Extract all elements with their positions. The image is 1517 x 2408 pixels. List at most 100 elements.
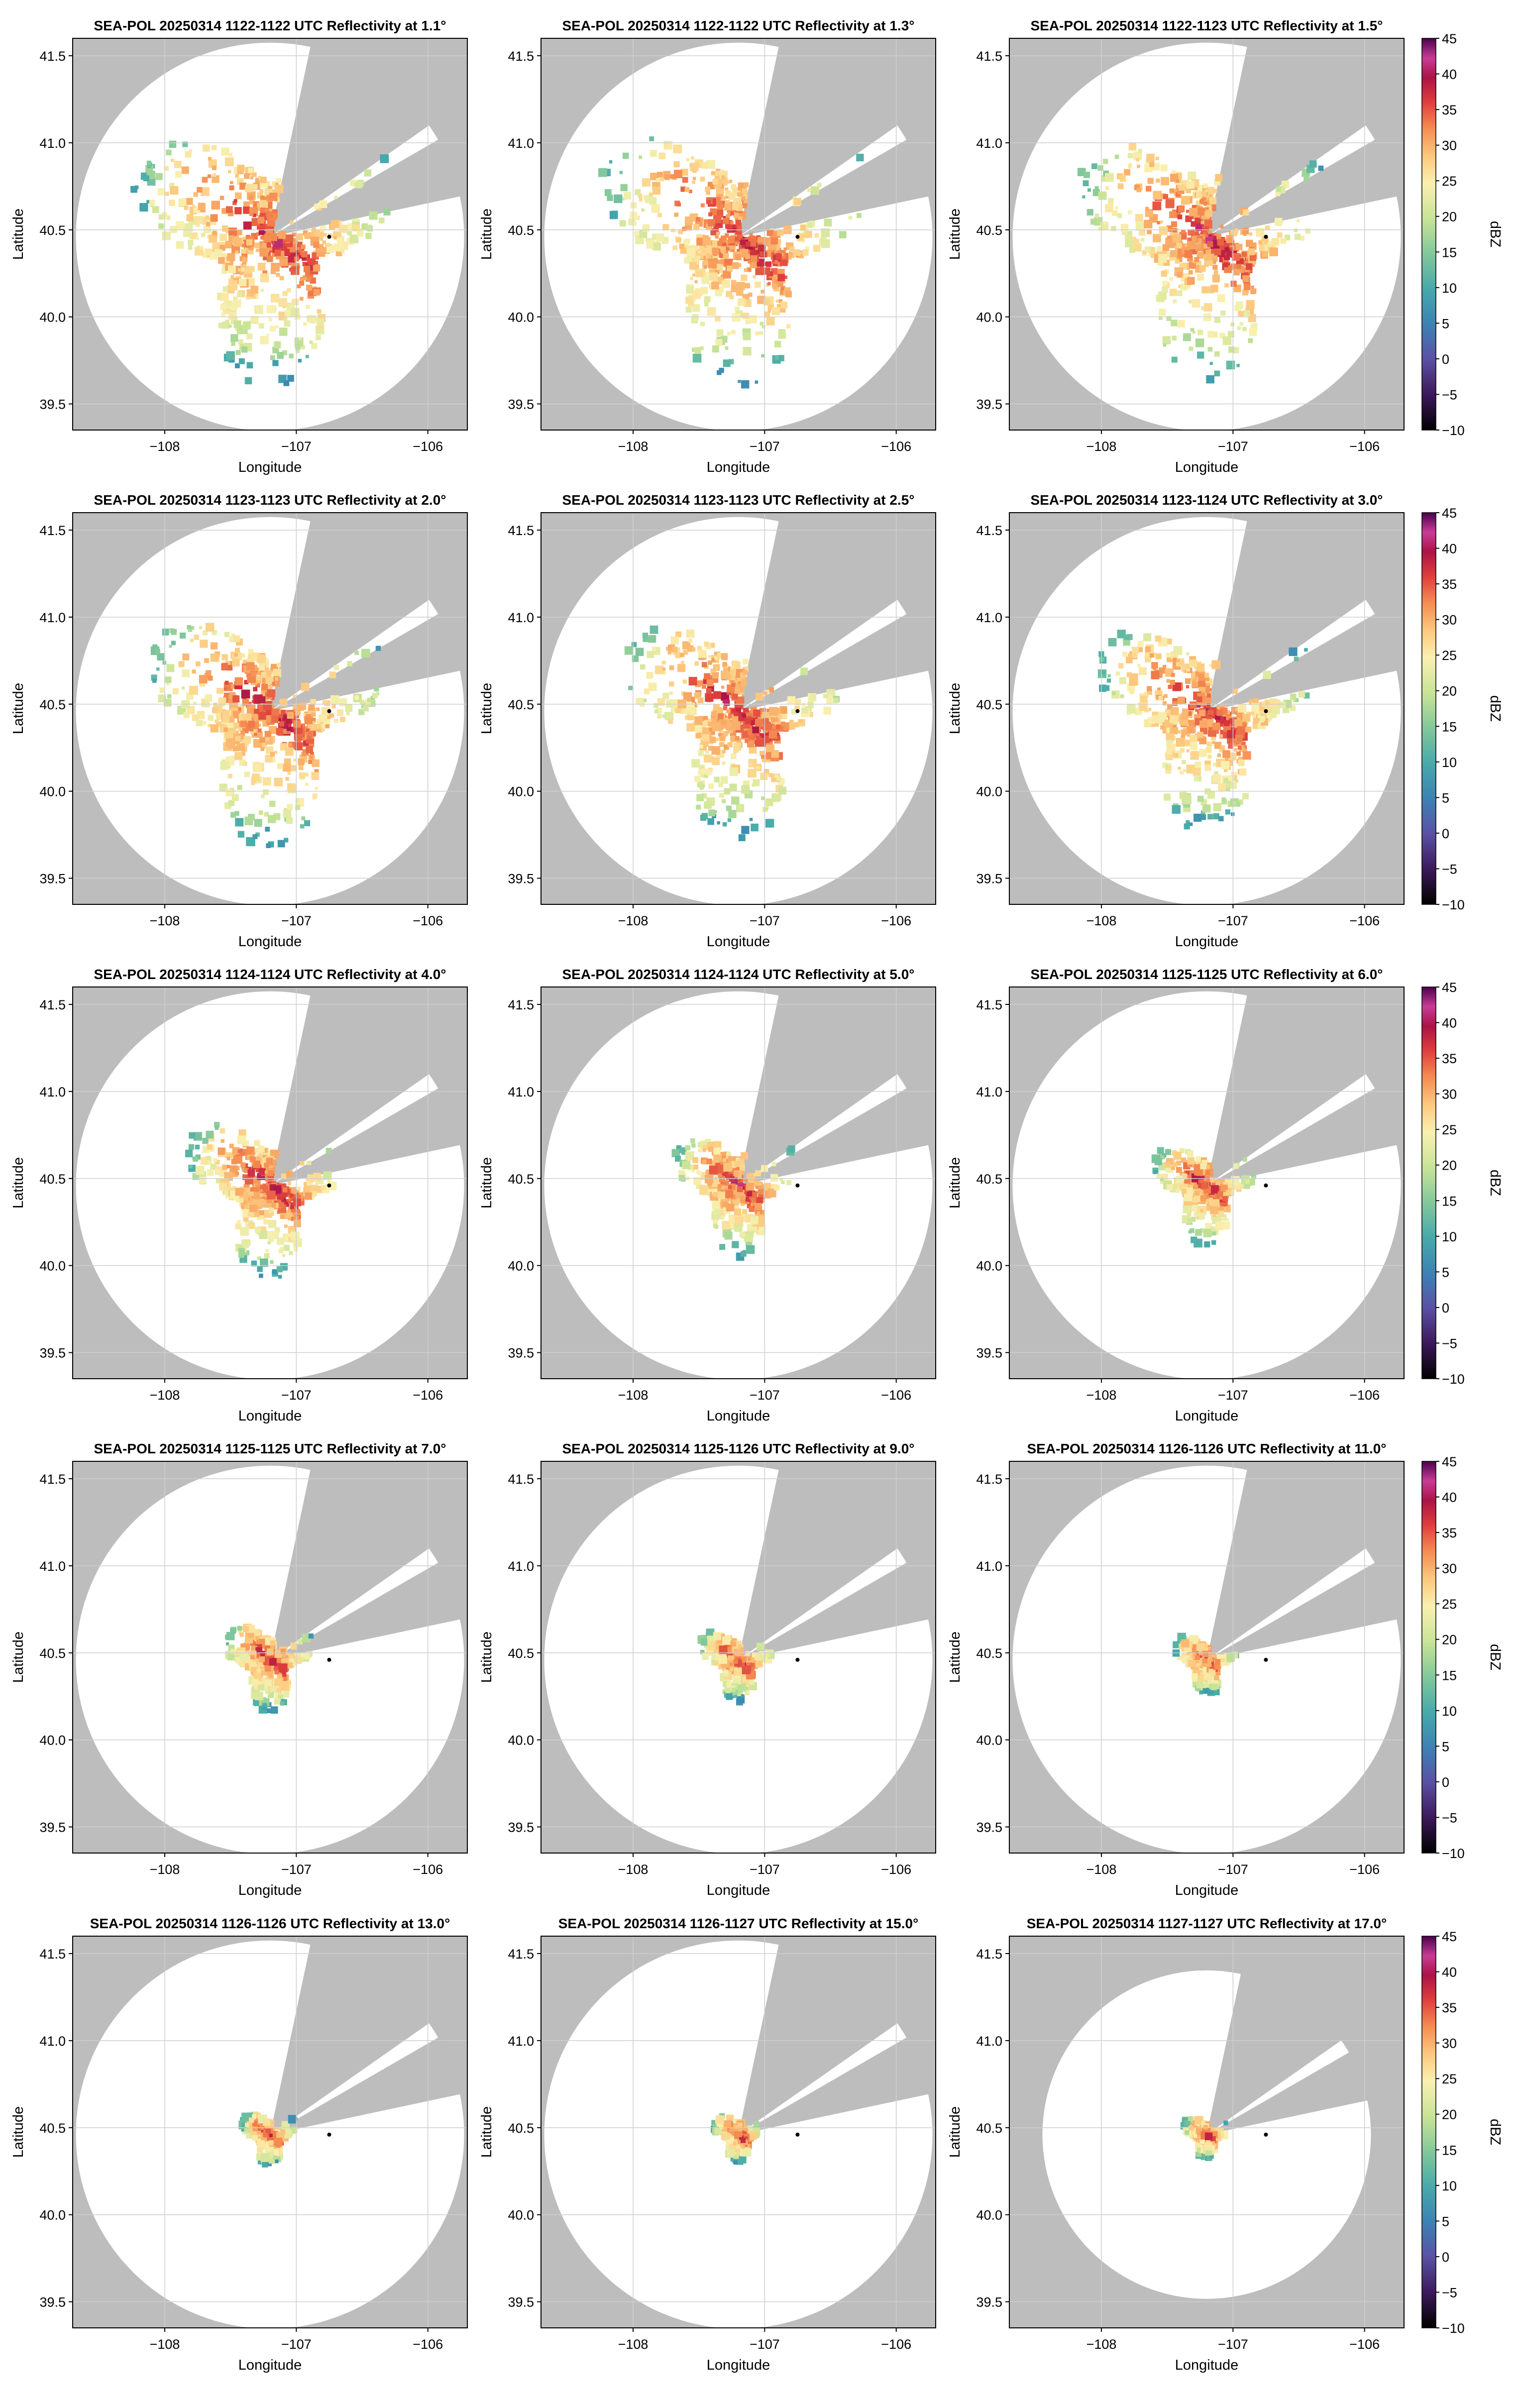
echo-cell	[327, 715, 331, 719]
echo-cell	[265, 755, 273, 763]
echo-cell	[341, 249, 345, 253]
echo-cell	[657, 714, 662, 719]
echo-cell	[1217, 753, 1221, 758]
echo-cell	[1242, 751, 1251, 760]
colorbar-tick-label: 15	[1442, 719, 1457, 734]
echo-cell	[1173, 646, 1183, 656]
echo-cell	[1243, 745, 1247, 749]
echo-cell	[645, 237, 650, 242]
echo-cell	[706, 223, 712, 230]
echo-cell	[772, 277, 776, 281]
echo-cell	[694, 347, 701, 354]
echo-cell	[781, 1180, 785, 1184]
echo-cell	[662, 714, 666, 718]
echo-cell	[649, 136, 654, 141]
echo-cell	[681, 168, 688, 176]
echo-cell	[754, 733, 758, 737]
echo-cell	[1115, 206, 1118, 210]
echo-cell	[220, 293, 229, 301]
echo-cell	[288, 743, 292, 747]
echo-cell	[741, 196, 746, 201]
echo-cell	[308, 258, 315, 265]
echo-cell	[712, 757, 720, 766]
colorbar-bar	[1421, 986, 1436, 1379]
echo-cell	[1170, 250, 1178, 257]
echo-cell	[1232, 253, 1240, 261]
echo-cell	[614, 194, 623, 203]
echo-cell	[669, 691, 673, 695]
echo-cell	[264, 812, 269, 817]
echo-cell	[243, 762, 247, 766]
echo-cell	[1171, 221, 1178, 227]
echo-cell	[248, 721, 255, 728]
echo-cell	[289, 305, 295, 310]
echo-cell	[193, 701, 197, 705]
echo-cell	[697, 646, 702, 651]
echo-cell	[750, 261, 757, 268]
echo-cell	[374, 686, 379, 692]
echo-cell	[200, 1176, 207, 1183]
echo-cell	[745, 319, 750, 325]
echo-cell	[1235, 717, 1240, 721]
echo-cell	[222, 1164, 228, 1170]
echo-cell	[723, 270, 731, 279]
echo-cell	[715, 289, 722, 297]
y-tick-label: 40.5	[508, 697, 534, 712]
echo-cell	[267, 218, 275, 226]
echo-cell	[219, 783, 227, 792]
echo-cell	[1219, 1196, 1223, 1200]
colorbar-tick-label: 30	[1442, 613, 1457, 628]
panel-4: SEA-POL 20250314 1123-1123 UTC Reflectiv…	[10, 492, 468, 950]
echo-cell	[265, 676, 273, 684]
echo-cell	[718, 1160, 723, 1165]
echo-cell	[306, 305, 310, 309]
echo-cell	[713, 1192, 718, 1197]
echo-cell	[699, 785, 704, 790]
echo-cell	[1245, 290, 1249, 294]
echo-cell	[789, 246, 795, 252]
echo-cell	[1210, 1185, 1219, 1194]
echo-cell	[1137, 164, 1140, 168]
echo-cell	[269, 800, 276, 807]
echo-cell	[1251, 1173, 1257, 1179]
gridlines	[73, 987, 467, 1379]
echo-cell	[169, 140, 177, 148]
echo-cell	[1205, 210, 1212, 217]
echo-cell	[282, 1188, 288, 1193]
echo-cell	[1186, 652, 1190, 656]
echo-cell	[311, 718, 316, 723]
echo-cell	[383, 208, 391, 216]
echo-cell	[738, 298, 746, 306]
echo-cell	[1207, 814, 1213, 820]
echo-cell	[673, 144, 682, 154]
echo-cell	[210, 654, 218, 662]
echo-cell	[250, 717, 255, 721]
echo-cell	[748, 768, 757, 778]
echo-cell	[826, 698, 833, 705]
echo-cell	[1209, 197, 1217, 205]
echo-cell	[347, 661, 352, 666]
echo-cell	[264, 1163, 269, 1168]
echo-cell	[198, 203, 206, 211]
echo-cell	[254, 733, 257, 736]
echo-cell	[267, 815, 276, 823]
x-tick-label: −106	[881, 439, 911, 454]
echo-cell	[380, 154, 389, 163]
echo-cell	[1145, 646, 1151, 653]
echo-cell	[286, 234, 294, 242]
echo-cell	[283, 809, 292, 818]
echo-cell	[639, 155, 643, 159]
echo-cell	[1293, 697, 1298, 702]
echo-cell	[1193, 776, 1199, 781]
echo-cell	[250, 1187, 255, 1192]
echo-cell	[723, 666, 729, 671]
echo-cell	[769, 707, 778, 716]
colorbar-tick-label: 0	[1442, 826, 1449, 841]
echo-cell	[205, 215, 210, 219]
echo-cell	[1217, 1210, 1224, 1217]
echo-cell	[1151, 662, 1158, 669]
plot-area	[1009, 513, 1404, 904]
echo-cell	[284, 1224, 288, 1228]
echo-cell	[260, 273, 269, 282]
echo-cell	[741, 1251, 747, 1257]
